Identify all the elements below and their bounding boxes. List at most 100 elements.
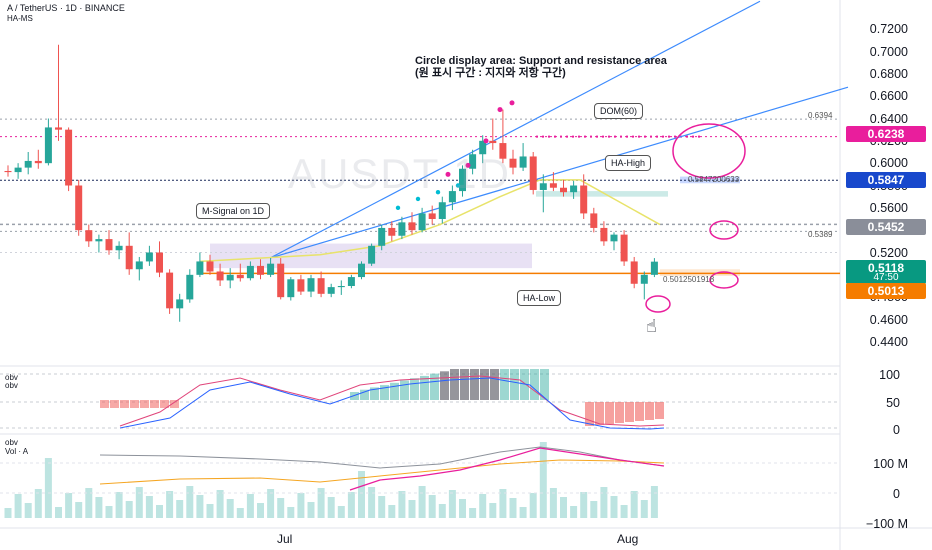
- candle-body: [145, 252, 153, 262]
- volume-bar: [650, 486, 658, 518]
- volume-bar: [610, 496, 618, 518]
- signal-dot: [435, 190, 441, 195]
- volume-bar: [307, 502, 315, 518]
- obv-line-orange: [99, 459, 665, 485]
- candle-body: [34, 160, 42, 164]
- candle-body: [398, 222, 406, 236]
- signal-dot: [395, 205, 401, 211]
- candle-body: [418, 213, 426, 231]
- x-axis-aug: Aug: [617, 532, 639, 546]
- candle-body: [549, 183, 557, 188]
- osc-histogram-bar: [625, 402, 634, 422]
- vol-pane-label-1[interactable]: obv: [5, 438, 18, 447]
- candle-body: [267, 263, 275, 275]
- callout-dom: DOM(60): [594, 103, 644, 119]
- symbol-title[interactable]: A / TetherUS · 1D · BINANCE: [7, 3, 125, 13]
- symbol-watermark: AUSDT 1D: [288, 150, 511, 197]
- candle-body: [337, 286, 345, 288]
- trendline-upper: [269, 0, 761, 259]
- osc-histogram-bar: [360, 389, 369, 400]
- osc-histogram-bar: [460, 369, 469, 400]
- candle-body: [428, 213, 436, 219]
- volume-bar: [529, 493, 537, 518]
- level-label-5389: 0.5389: [808, 230, 833, 239]
- callout-ha-high: HA-High: [605, 155, 652, 171]
- volume-bar: [368, 487, 376, 518]
- volume-bar: [509, 498, 517, 518]
- osc-histogram-bar: [150, 400, 159, 408]
- candle-body: [287, 279, 295, 298]
- support-circle: [645, 295, 671, 313]
- volume-bar: [145, 496, 153, 518]
- candle-body: [438, 202, 446, 219]
- volume-bar: [630, 491, 638, 518]
- candle-body: [347, 277, 355, 286]
- volume-bar: [226, 499, 234, 518]
- candle-body: [206, 261, 214, 272]
- price-axis-tick: 0.6400: [869, 111, 908, 126]
- candle-body: [388, 227, 396, 236]
- candle-body: [327, 287, 335, 294]
- volume-bar: [4, 508, 12, 518]
- osc-histogram-bar: [350, 392, 359, 400]
- candle-body: [236, 274, 244, 279]
- indicator-label[interactable]: HA-MS: [7, 14, 33, 23]
- osc-histogram-bar: [595, 402, 604, 425]
- volume-bar: [519, 507, 527, 518]
- volume-bar: [206, 504, 214, 518]
- volume-bar: [479, 494, 487, 518]
- candle-body: [307, 278, 315, 292]
- candle-body: [560, 187, 567, 193]
- candle-body: [226, 274, 234, 281]
- callout-ha-low: HA-Low: [517, 290, 562, 306]
- candle-body: [620, 234, 628, 262]
- volume-bar: [176, 500, 184, 518]
- osc-histogram-bar: [655, 402, 664, 419]
- volume-bar: [358, 471, 365, 518]
- volume-bar: [236, 508, 244, 518]
- vol-pane-label-2[interactable]: Vol · A: [5, 447, 29, 456]
- volume-bar: [267, 489, 275, 518]
- volume-bar: [327, 497, 335, 518]
- volume-bar: [125, 501, 133, 518]
- volume-bar: [640, 500, 648, 518]
- price-axis-tick: 0.5200: [869, 245, 908, 260]
- candle-body: [529, 156, 537, 190]
- volume-bar: [347, 492, 355, 518]
- candle-body: [75, 185, 83, 231]
- volume-bar: [388, 505, 396, 518]
- candle-body: [125, 245, 133, 270]
- signal-dot: [415, 196, 421, 202]
- volume-bar: [428, 495, 436, 518]
- candle-body: [85, 230, 93, 242]
- candle-body: [630, 261, 638, 284]
- volume-bar: [600, 487, 608, 518]
- pointing-hand-icon: ☝: [646, 316, 657, 337]
- volume-bar: [438, 504, 446, 518]
- osc-histogram-bar: [605, 402, 614, 424]
- volume-bar: [105, 506, 113, 518]
- osc-pane-label-1[interactable]: obv: [5, 373, 18, 382]
- volume-bar: [459, 499, 466, 518]
- candle-body: [489, 140, 497, 144]
- annotation-note: Circle display area: Support and resista…: [415, 55, 667, 79]
- price-axis-tick: 0.6600: [869, 89, 908, 104]
- candle-body: [479, 140, 487, 155]
- volume-bar: [85, 488, 93, 518]
- volume-bar: [570, 506, 578, 518]
- osc-pane-label-2[interactable]: obv: [5, 381, 18, 390]
- volume-bar: [378, 496, 386, 518]
- candle-body: [105, 239, 113, 251]
- candle-body: [499, 143, 507, 159]
- note-line-2: (원 표시 구간 : 지지와 저항 구간): [415, 67, 566, 79]
- resistance-circle: [672, 123, 746, 179]
- candle-body: [14, 167, 22, 173]
- volume-bar: [55, 507, 62, 518]
- price-axis-tick: 0.7200: [869, 22, 908, 37]
- volume-bar: [166, 491, 174, 518]
- osc-histogram-bar: [480, 369, 489, 400]
- osc-histogram-bar: [540, 369, 549, 400]
- candle-body: [24, 160, 32, 168]
- candle-body: [610, 234, 618, 242]
